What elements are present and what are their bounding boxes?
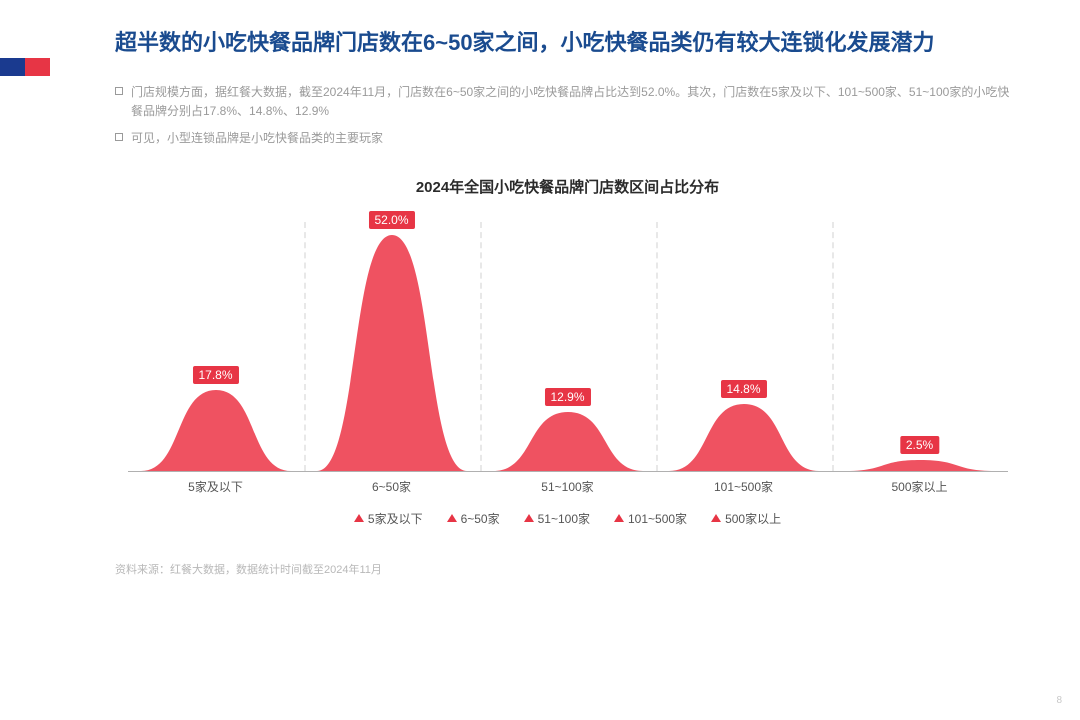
bullet-item: 可见，小型连锁品牌是小吃快餐品类的主要玩家 xyxy=(115,129,1020,148)
bullet-text: 可见，小型连锁品牌是小吃快餐品类的主要玩家 xyxy=(131,129,383,148)
legend-marker-icon xyxy=(524,514,534,522)
chart-hump: 14.8% xyxy=(669,404,819,471)
hump-value-label: 12.9% xyxy=(544,388,590,406)
legend-marker-icon xyxy=(447,514,457,522)
page-title: 超半数的小吃快餐品牌门店数在6~50家之间，小吃快餐品类仍有较大连锁化发展潜力 xyxy=(115,28,1020,59)
chart-hump: 52.0% xyxy=(317,235,467,471)
chart-divider xyxy=(304,222,306,471)
x-axis-tick: 51~100家 xyxy=(541,478,593,495)
hump-value-label: 17.8% xyxy=(192,366,238,384)
hump-value-label: 14.8% xyxy=(720,380,766,398)
legend-item: 500家以上 xyxy=(711,510,781,527)
x-axis-tick: 500家以上 xyxy=(891,478,947,495)
chart-divider xyxy=(832,222,834,471)
distribution-chart: 17.8% 52.0% 12.9% 14.8% 2.5% xyxy=(128,222,1008,472)
x-axis-tick: 5家及以下 xyxy=(188,478,243,495)
legend-marker-icon xyxy=(614,514,624,522)
x-axis-tick: 6~50家 xyxy=(372,478,411,495)
page-number: 8 xyxy=(1056,695,1062,706)
chart-legend: 5家及以下 6~50家 51~100家 101~500家 500家以上 xyxy=(128,510,1008,527)
legend-item: 101~500家 xyxy=(614,510,687,527)
x-axis-tick: 101~500家 xyxy=(714,478,773,495)
bullet-marker xyxy=(115,87,123,95)
bullet-item: 门店规模方面，据红餐大数据，截至2024年11月，门店数在6~50家之间的小吃快… xyxy=(115,83,1020,121)
bullet-list: 门店规模方面，据红餐大数据，截至2024年11月，门店数在6~50家之间的小吃快… xyxy=(115,83,1020,149)
chart-divider xyxy=(656,222,658,471)
legend-item: 51~100家 xyxy=(524,510,590,527)
chart-hump: 12.9% xyxy=(493,412,643,471)
legend-item: 6~50家 xyxy=(447,510,500,527)
bullet-marker xyxy=(115,133,123,141)
chart-hump: 2.5% xyxy=(845,460,995,471)
legend-item: 5家及以下 xyxy=(354,510,423,527)
hump-value-label: 2.5% xyxy=(900,436,939,454)
x-axis: 5家及以下 6~50家 51~100家 101~500家 500家以上 xyxy=(128,472,1008,496)
chart-hump: 17.8% xyxy=(141,390,291,471)
bullet-text: 门店规模方面，据红餐大数据，截至2024年11月，门店数在6~50家之间的小吃快… xyxy=(131,83,1020,121)
legend-marker-icon xyxy=(354,514,364,522)
hump-value-label: 52.0% xyxy=(368,211,414,229)
source-note: 资料来源：红餐大数据，数据统计时间截至2024年11月 xyxy=(115,561,1020,577)
chart-divider xyxy=(480,222,482,471)
accent-bar xyxy=(0,58,50,76)
chart-title: 2024年全国小吃快餐品牌门店数区间占比分布 xyxy=(115,176,1020,197)
legend-marker-icon xyxy=(711,514,721,522)
